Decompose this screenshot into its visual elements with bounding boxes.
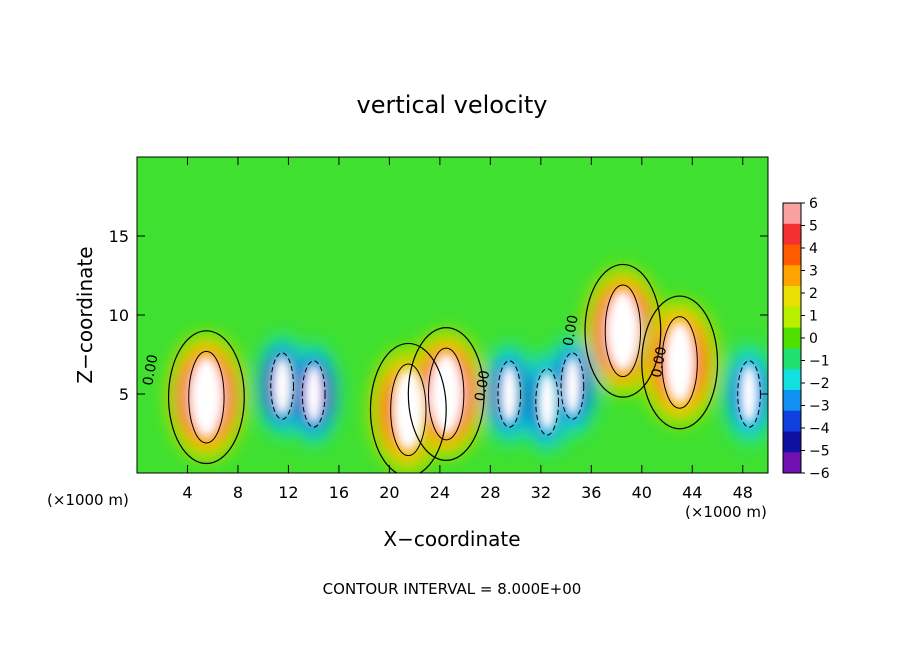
downdraft-core xyxy=(738,363,760,425)
updraft-core xyxy=(391,368,425,451)
colorbar-swatch xyxy=(783,410,801,432)
y-tick-label: 10 xyxy=(109,306,129,325)
colorbar-swatch xyxy=(783,286,801,308)
colorbar-tick-label: 3 xyxy=(809,264,818,280)
contour-label: 0.00 xyxy=(649,345,670,378)
x-tick-label: 28 xyxy=(480,483,500,502)
colorbar-tick-label: −6 xyxy=(809,466,830,482)
plot-area: 0.00 0.00 0.00 0.00 xyxy=(137,157,768,473)
contour-label: 0.00 xyxy=(472,369,493,402)
x-tick-label: 20 xyxy=(379,483,399,502)
downdraft-core xyxy=(272,356,293,417)
contour-positive xyxy=(188,350,225,444)
contour-label: 0.00 xyxy=(140,353,161,386)
colorbar-swatch xyxy=(783,306,801,329)
colorbar-tick-label: 5 xyxy=(809,219,818,235)
x-tick-label: 12 xyxy=(278,483,298,502)
x-unit-label-left: (×1000 m) xyxy=(47,491,129,509)
updraft-core xyxy=(429,352,463,436)
downdraft-core xyxy=(562,356,583,417)
colorbar-swatch xyxy=(783,431,801,453)
contour-positive xyxy=(604,284,642,378)
colorbar-swatch xyxy=(783,203,801,225)
x-tick-label: 4 xyxy=(182,483,192,502)
updraft-core xyxy=(663,321,697,404)
colorbar-tick-label: 1 xyxy=(809,309,818,325)
contour-negative xyxy=(301,360,326,428)
colorbar-tick-label: 0 xyxy=(809,331,818,347)
x-tick-label: 44 xyxy=(682,483,702,502)
x-tick-label: 48 xyxy=(733,483,753,502)
colorbar-swatch xyxy=(783,265,801,287)
x-tick-label: 36 xyxy=(581,483,601,502)
x-unit-label-right: (×1000 m) xyxy=(685,503,767,521)
downdraft-core xyxy=(537,371,558,432)
colorbar-swatch xyxy=(783,389,801,412)
colorbar-swatch xyxy=(783,369,801,391)
contour-positive xyxy=(428,347,465,441)
y-tick-label: 5 xyxy=(119,385,129,404)
colorbar-swatch xyxy=(783,244,801,266)
colorbar-tick-label: −5 xyxy=(809,444,830,460)
contour-zero xyxy=(167,330,245,465)
y-tick-label: 15 xyxy=(109,227,129,246)
colorbar-tick-label: −1 xyxy=(809,354,830,370)
x-tick-label: 16 xyxy=(329,483,349,502)
colorbar-tick-label: 2 xyxy=(809,286,818,302)
colorbar-tick-label: −4 xyxy=(809,421,830,437)
colorbar-tick-label: 6 xyxy=(809,196,818,212)
colorbar-swatch xyxy=(783,327,801,349)
x-tick-label: 32 xyxy=(531,483,551,502)
contour-zero xyxy=(369,342,447,473)
contour-negative xyxy=(497,360,522,428)
updraft-core xyxy=(606,289,640,372)
contour-positive xyxy=(661,316,698,409)
contour-negative xyxy=(535,368,560,436)
contour-interval-text: CONTOUR INTERVAL = 8.000E+00 xyxy=(323,580,582,598)
colorbar-swatch xyxy=(783,223,801,246)
downdraft-core xyxy=(303,363,324,425)
y-axis-label: Z−coordinate xyxy=(73,246,97,383)
colorbar-tick-label: −2 xyxy=(809,376,830,392)
contour-zero xyxy=(407,327,485,461)
x-tick-label: 24 xyxy=(430,483,450,502)
colorbar-swatch xyxy=(783,452,801,474)
colorbar-tick-label: 4 xyxy=(809,241,818,257)
downdraft-core xyxy=(499,363,520,425)
x-tick-label: 40 xyxy=(632,483,652,502)
contour-zero xyxy=(641,295,719,430)
chart-title: vertical velocity xyxy=(357,91,548,119)
x-axis-label: X−coordinate xyxy=(383,527,520,551)
contour-positive xyxy=(390,363,427,457)
contour-negative xyxy=(560,352,585,420)
contour-zero xyxy=(584,263,662,398)
updraft-core xyxy=(190,356,223,439)
colorbar-tick-label: −3 xyxy=(809,399,830,415)
colorbar: 6 5 4 3 2 1 0 −1 −2 −3 −4 −5 −6 xyxy=(782,196,830,482)
colorbar-swatch xyxy=(783,348,801,370)
contour-negative xyxy=(270,352,294,420)
x-tick-label: 8 xyxy=(233,483,243,502)
contour-label: 0.00 xyxy=(561,314,582,347)
